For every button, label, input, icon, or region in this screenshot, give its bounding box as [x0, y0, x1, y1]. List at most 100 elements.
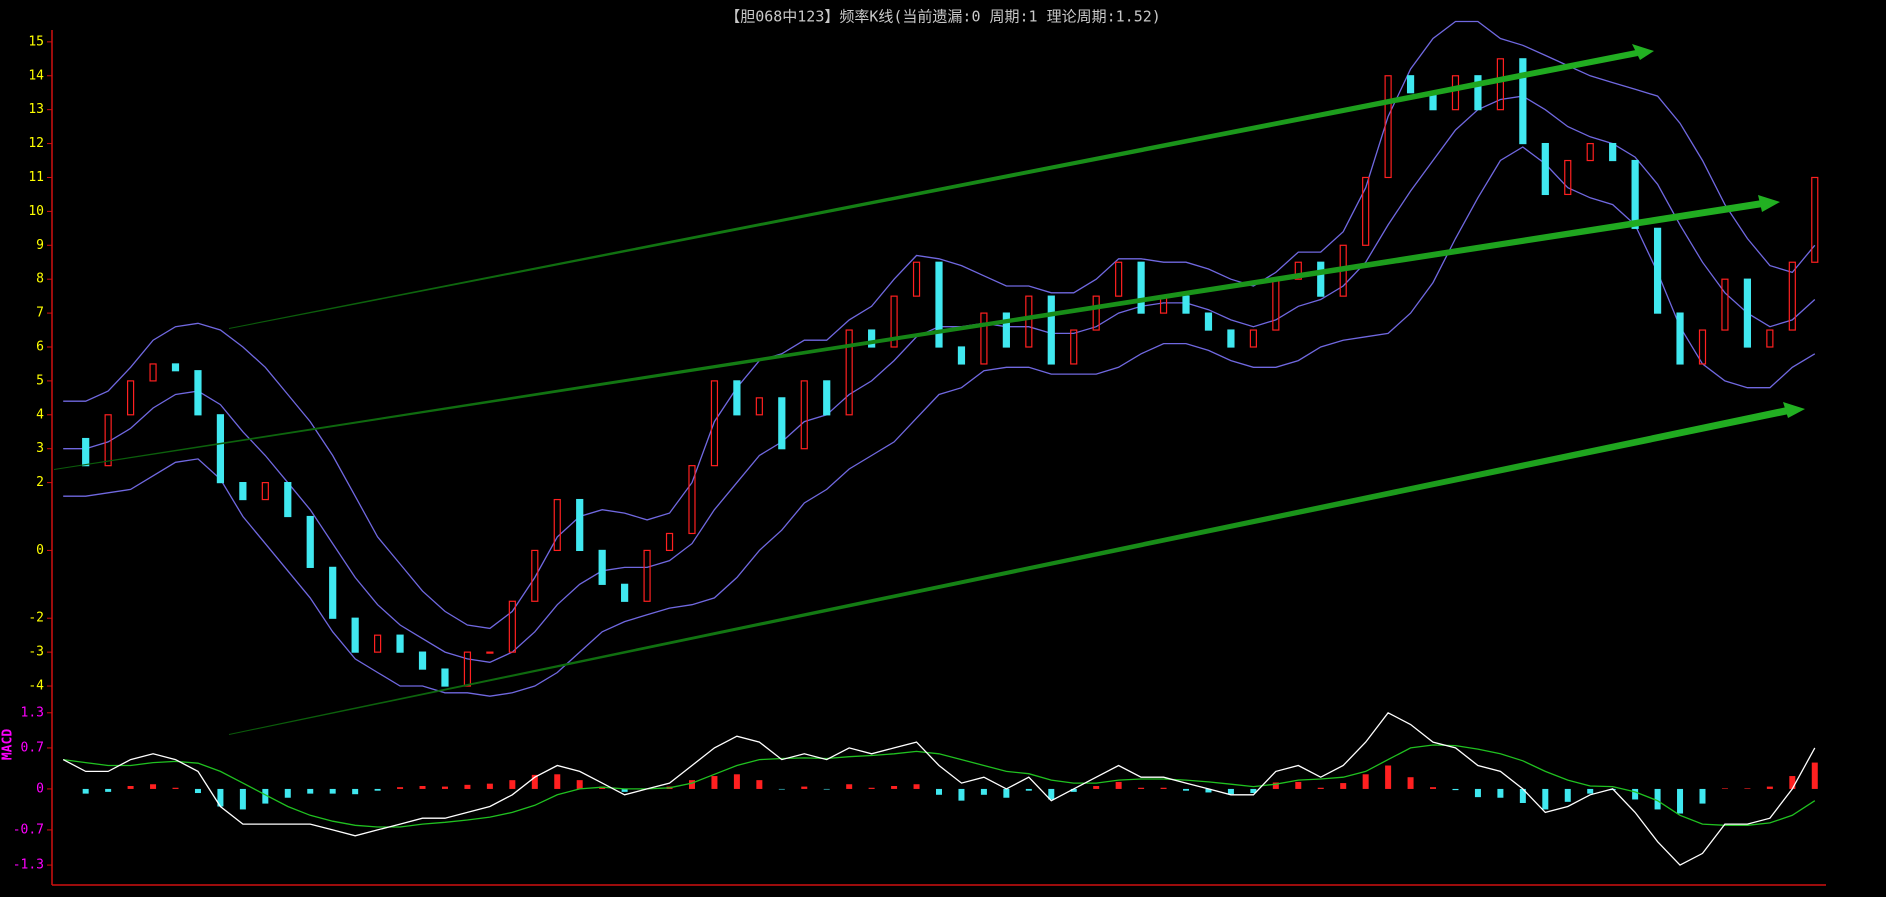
macd-bar — [1407, 777, 1414, 789]
candle — [1204, 312, 1213, 331]
macd-bar — [1385, 765, 1392, 789]
macd-bar — [1519, 788, 1526, 803]
y-tick-label: 0 — [36, 543, 44, 558]
y-tick-label: 0 — [36, 781, 44, 796]
candle — [1070, 329, 1078, 365]
y-tick-label: 1.3 — [21, 705, 44, 720]
candle — [778, 397, 786, 450]
macd-bar — [891, 786, 898, 789]
candle — [239, 482, 247, 501]
macd-bar — [1721, 788, 1728, 789]
y-tick-label: 15 — [28, 34, 44, 49]
candle — [621, 583, 629, 602]
macd-bar — [1048, 788, 1055, 800]
y-tick-label: -2 — [28, 611, 44, 626]
y-tick-label: -4 — [28, 679, 44, 694]
candle — [216, 414, 225, 484]
macd-bar — [172, 787, 179, 789]
candle — [1182, 295, 1190, 314]
trend-arrow — [54, 200, 1763, 470]
y-tick-label: 11 — [28, 170, 44, 185]
macd-bar — [554, 774, 561, 789]
dif-line — [62, 711, 1816, 866]
macd-bar — [868, 787, 875, 789]
trend-arrows — [54, 44, 1805, 735]
macd-bar — [1003, 788, 1010, 798]
macd-bar — [1025, 788, 1032, 791]
band-line — [63, 146, 1816, 697]
macd-bar — [711, 776, 718, 789]
candle — [800, 380, 808, 450]
candle — [486, 651, 494, 654]
macd-bar — [329, 788, 336, 794]
candle — [710, 380, 719, 467]
macd-bar — [127, 786, 134, 789]
macd-bar — [82, 788, 89, 794]
macd-bar — [1340, 783, 1347, 789]
macd-bar — [980, 788, 987, 795]
y-tick-label: 4 — [36, 407, 44, 422]
candle — [306, 515, 314, 568]
macd-bar — [284, 788, 291, 798]
macd-bar — [464, 784, 471, 789]
candle — [194, 370, 202, 416]
candle — [1474, 75, 1482, 111]
candle — [1811, 176, 1819, 263]
macd-bar — [397, 787, 404, 789]
candle — [576, 498, 584, 552]
candle — [1227, 329, 1235, 348]
candle — [688, 465, 696, 535]
candle — [598, 549, 606, 585]
candle — [329, 566, 337, 619]
candle — [1047, 295, 1055, 365]
macd-bar — [352, 788, 359, 795]
candle — [1249, 329, 1257, 348]
candle — [755, 397, 763, 416]
macd-bar — [688, 780, 695, 789]
y-tick-label: 13 — [28, 102, 44, 117]
macd-bar — [801, 786, 808, 789]
macd-bar — [1564, 788, 1571, 802]
macd-bar — [1295, 781, 1302, 789]
macd-bar — [374, 788, 381, 791]
macd-bar — [1317, 787, 1324, 789]
arrow-head — [1632, 44, 1654, 60]
y-tick-label: 14 — [28, 68, 44, 83]
candle — [553, 498, 561, 552]
candle — [284, 482, 292, 518]
candle — [104, 414, 112, 467]
trend-arrow — [229, 50, 1638, 329]
candle — [1609, 142, 1617, 162]
candle — [1721, 278, 1729, 331]
candle — [1137, 261, 1145, 314]
macd-bar — [1430, 787, 1437, 789]
dea-line — [63, 744, 1816, 828]
y-tick-label: 0.7 — [21, 740, 44, 755]
macd-bar — [846, 784, 853, 789]
macd-bar — [576, 780, 583, 789]
arrow-head — [1758, 195, 1780, 212]
macd-bar — [307, 788, 314, 794]
macd-bar — [1070, 788, 1077, 792]
candle — [1115, 261, 1123, 297]
macd-bar — [1632, 788, 1639, 800]
candle — [508, 600, 516, 653]
macd-bar — [1789, 776, 1796, 789]
macd-bar — [1699, 788, 1706, 804]
candle — [171, 363, 180, 372]
candle — [1653, 227, 1662, 314]
candle — [890, 295, 898, 348]
candle — [957, 346, 966, 365]
candle — [1743, 278, 1752, 348]
y-tick-label: 2 — [36, 475, 44, 490]
candle — [1698, 329, 1707, 365]
macd-bar — [1362, 774, 1369, 789]
candle — [1384, 75, 1392, 179]
y-tick-label: 5 — [36, 373, 44, 388]
candle — [1676, 312, 1684, 365]
macd-bar — [1183, 788, 1190, 791]
macd-bar — [105, 788, 112, 792]
macd-bar — [1138, 787, 1145, 789]
macd-bar — [756, 780, 763, 789]
